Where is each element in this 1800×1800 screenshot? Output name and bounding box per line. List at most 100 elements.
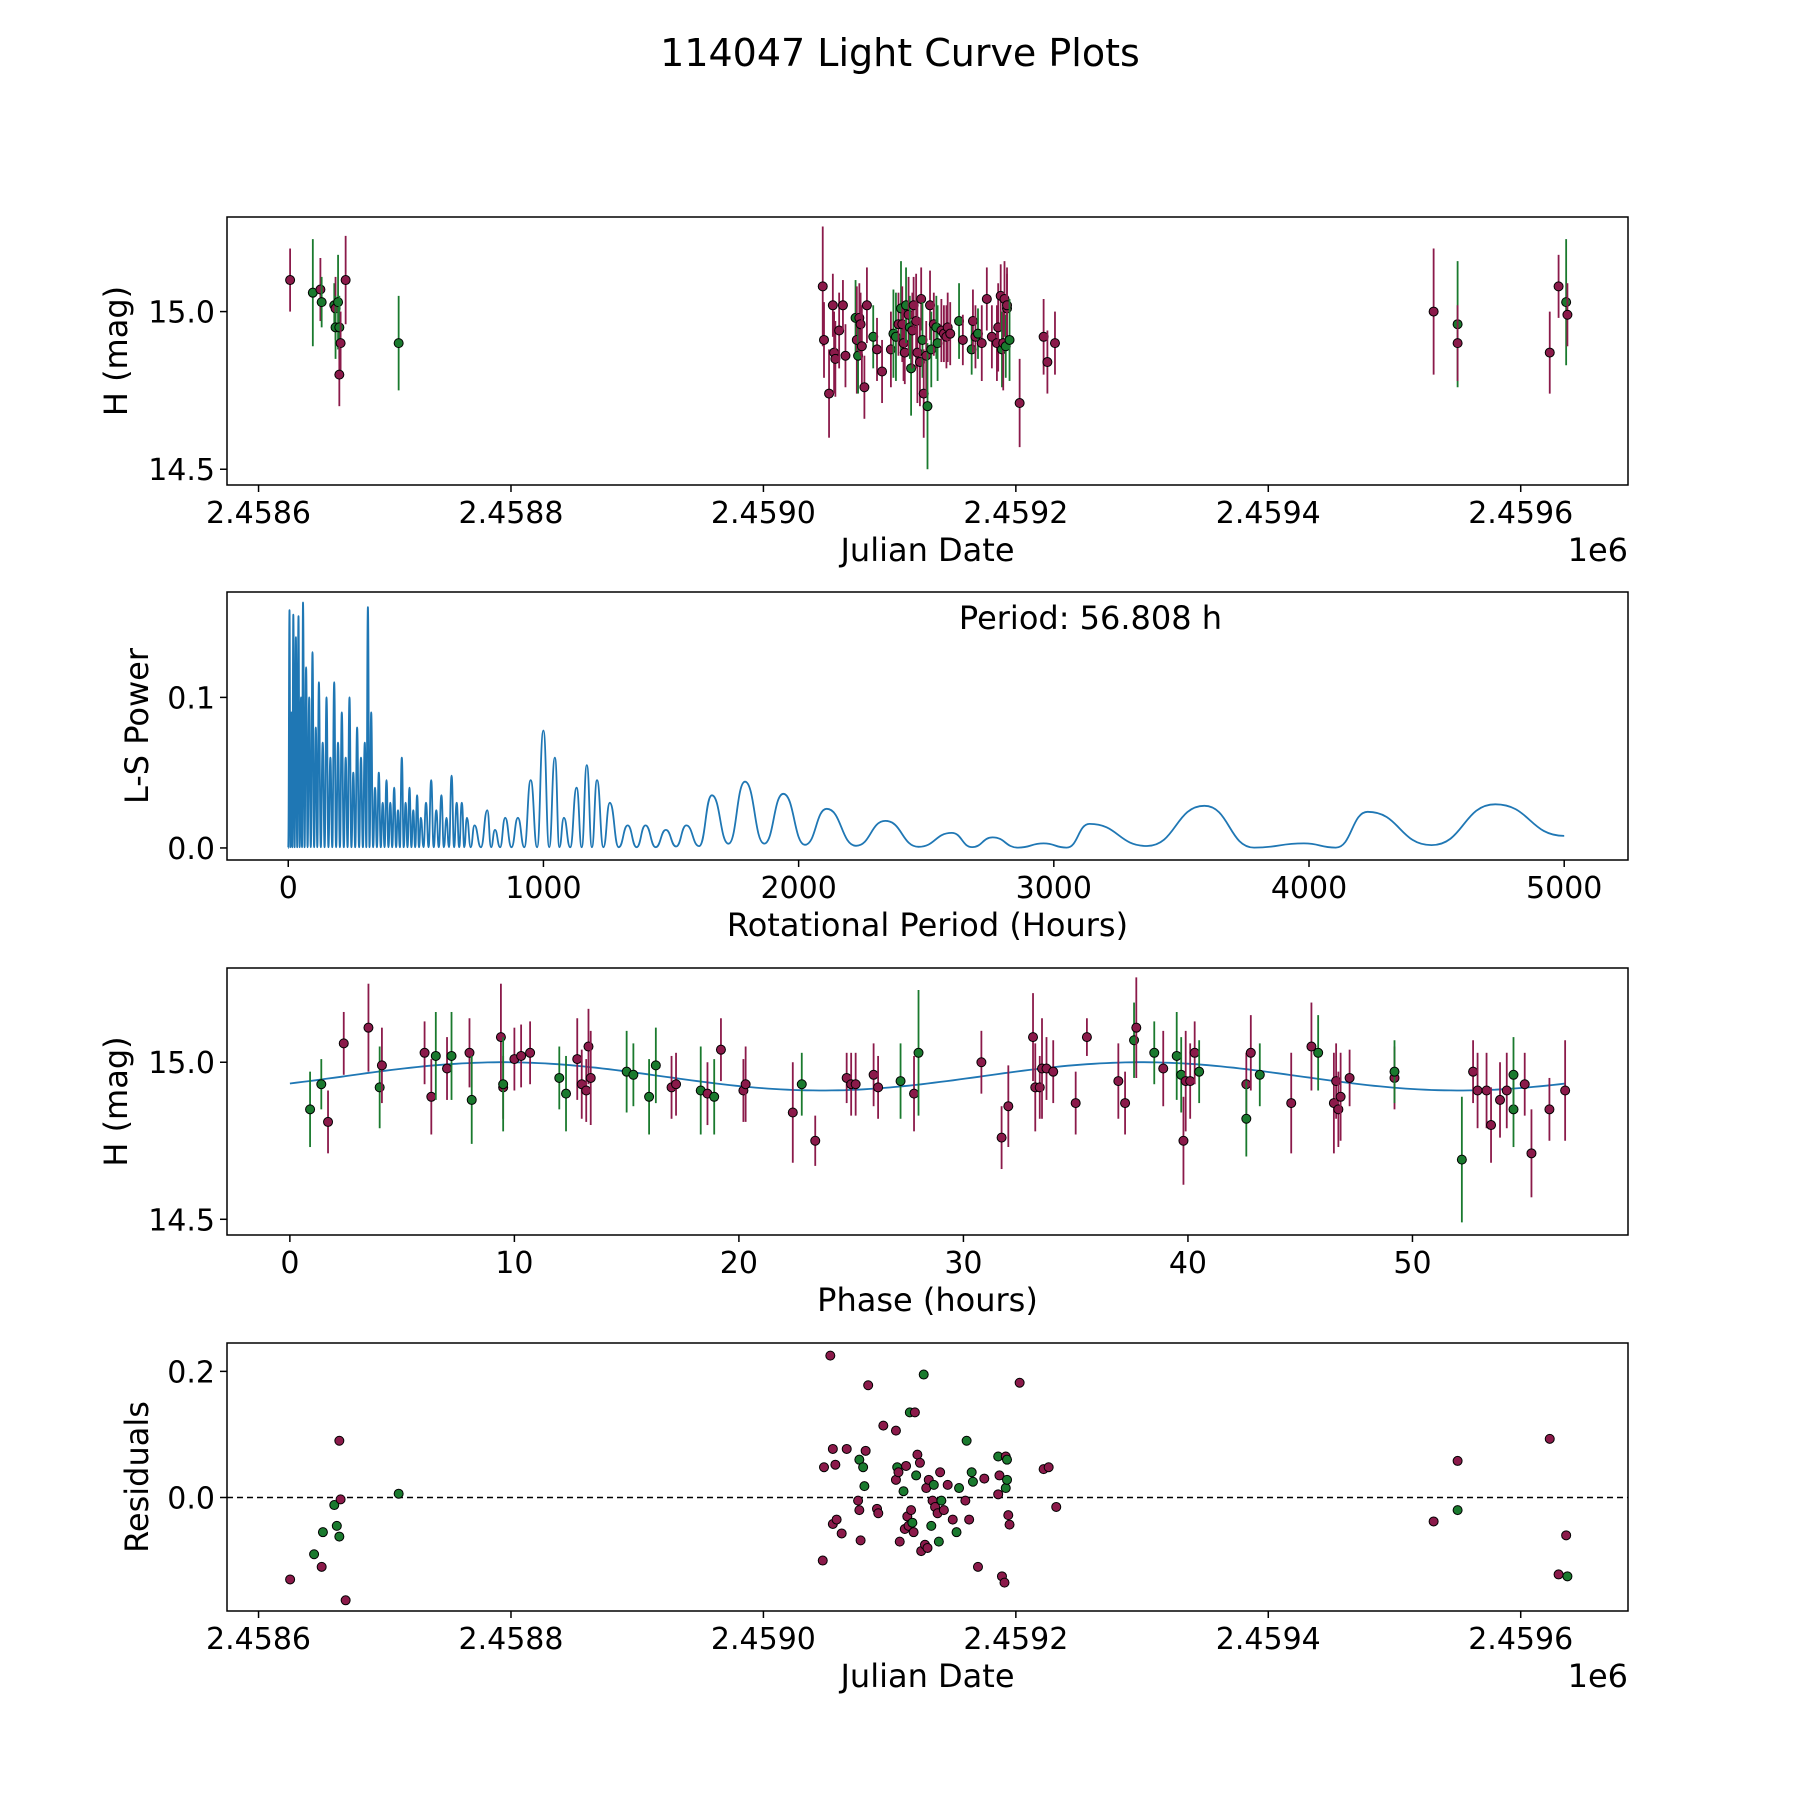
data-point bbox=[966, 1467, 977, 1478]
data-point bbox=[1034, 1082, 1045, 1093]
x-tick-label: 2.4590 bbox=[711, 1622, 816, 1657]
data-point bbox=[837, 300, 848, 311]
data-point bbox=[1004, 1519, 1015, 1530]
data-point bbox=[787, 1107, 798, 1118]
data-point bbox=[1508, 1069, 1519, 1080]
data-point bbox=[872, 344, 883, 355]
data-point bbox=[1562, 1571, 1573, 1582]
data-point bbox=[1245, 1047, 1256, 1058]
data-point bbox=[863, 1380, 874, 1391]
x-tick-label: 10 bbox=[495, 1246, 533, 1281]
residuals-panel: 2.4586 2.4588 2.4590 2.4592 2.4594 2.4596 0.2 0… bbox=[118, 1342, 1629, 1695]
data-point bbox=[1501, 1085, 1512, 1096]
data-point bbox=[933, 1536, 944, 1547]
x-tick-label: 2.4590 bbox=[711, 496, 816, 531]
data-point bbox=[922, 1542, 933, 1553]
plot-area bbox=[289, 977, 1571, 1223]
x-tick-label: 2.4594 bbox=[1216, 496, 1321, 531]
data-point bbox=[840, 350, 851, 361]
axes-frame bbox=[226, 591, 1629, 861]
data-point bbox=[1562, 309, 1573, 320]
x-tick-label: 1000 bbox=[505, 871, 581, 906]
x-tick-label: 50 bbox=[1393, 1246, 1431, 1281]
data-point bbox=[1286, 1098, 1297, 1109]
data-point bbox=[947, 1514, 958, 1525]
data-point bbox=[890, 1425, 901, 1436]
data-point bbox=[334, 1435, 345, 1446]
data-point bbox=[836, 1528, 847, 1539]
x-tick-label: 0 bbox=[280, 1246, 299, 1281]
x-tick-label: 40 bbox=[1169, 1246, 1207, 1281]
data-point bbox=[426, 1091, 437, 1102]
plot-area bbox=[287, 601, 1565, 849]
data-point bbox=[374, 1082, 385, 1093]
data-point bbox=[572, 1054, 583, 1065]
data-point bbox=[954, 1483, 965, 1494]
x-tick-label: 2.4596 bbox=[1468, 496, 1573, 531]
data-point bbox=[936, 1495, 947, 1506]
data-point bbox=[893, 1467, 904, 1478]
data-point bbox=[859, 382, 870, 393]
data-point bbox=[979, 1473, 990, 1484]
data-point bbox=[926, 1520, 937, 1531]
data-point bbox=[1002, 1474, 1013, 1485]
data-point bbox=[922, 401, 933, 412]
x-tick-label: 2.4588 bbox=[458, 496, 563, 531]
data-point bbox=[316, 1079, 327, 1090]
plot-area bbox=[227, 1350, 1628, 1606]
data-point bbox=[1561, 1530, 1572, 1541]
data-point bbox=[1452, 1455, 1463, 1466]
axes-frame bbox=[226, 1342, 1629, 1612]
data-point bbox=[329, 1500, 340, 1511]
data-point bbox=[914, 1457, 925, 1468]
data-point bbox=[1481, 1085, 1492, 1096]
data-point bbox=[334, 1531, 345, 1542]
data-point bbox=[1452, 1505, 1463, 1516]
data-point bbox=[901, 1460, 912, 1471]
data-point bbox=[581, 1085, 592, 1096]
data-point bbox=[315, 284, 326, 295]
data-point bbox=[810, 1135, 821, 1146]
y-axis-label: Residuals bbox=[118, 1401, 156, 1553]
x-axis-label: Phase (hours) bbox=[817, 1281, 1038, 1319]
data-point bbox=[309, 1549, 320, 1560]
data-point bbox=[340, 1595, 351, 1606]
x-tick-label: 2.4594 bbox=[1216, 1622, 1321, 1657]
data-point bbox=[907, 1517, 918, 1528]
data-point bbox=[1428, 306, 1439, 317]
y-axis-label: H (mag) bbox=[97, 286, 135, 416]
data-point bbox=[1389, 1066, 1400, 1077]
data-point bbox=[1158, 1063, 1169, 1074]
x-tick-label: 30 bbox=[944, 1246, 982, 1281]
data-point bbox=[1254, 1069, 1265, 1080]
data-point bbox=[1544, 1104, 1555, 1115]
data-point bbox=[305, 1104, 316, 1115]
data-point bbox=[561, 1088, 572, 1099]
data-point bbox=[1120, 1098, 1131, 1109]
data-point bbox=[906, 363, 917, 374]
data-point bbox=[1344, 1072, 1355, 1083]
data-point bbox=[628, 1069, 639, 1080]
data-point bbox=[1171, 1050, 1182, 1061]
data-point bbox=[1129, 1035, 1140, 1046]
data-point bbox=[1070, 1098, 1081, 1109]
y-tick-label: 0.0 bbox=[167, 832, 215, 867]
data-point bbox=[935, 1467, 946, 1478]
data-point bbox=[827, 1443, 838, 1454]
periodogram-panel: 0 1000 2000 3000 4000 5000 0.0 0.1 Rotational Pe… bbox=[118, 591, 1629, 944]
x-tick-label: 5000 bbox=[1526, 871, 1602, 906]
data-point bbox=[446, 1050, 457, 1061]
data-point bbox=[938, 1505, 949, 1516]
data-point bbox=[850, 1079, 861, 1090]
data-point bbox=[1428, 1516, 1439, 1527]
data-point bbox=[376, 1060, 387, 1071]
data-point bbox=[856, 341, 867, 352]
data-point bbox=[972, 1561, 983, 1572]
data-point bbox=[868, 1069, 879, 1080]
data-point bbox=[317, 1527, 328, 1538]
data-point bbox=[583, 1041, 594, 1052]
data-point bbox=[942, 1479, 953, 1490]
data-point bbox=[393, 338, 404, 349]
data-point bbox=[854, 1505, 865, 1516]
